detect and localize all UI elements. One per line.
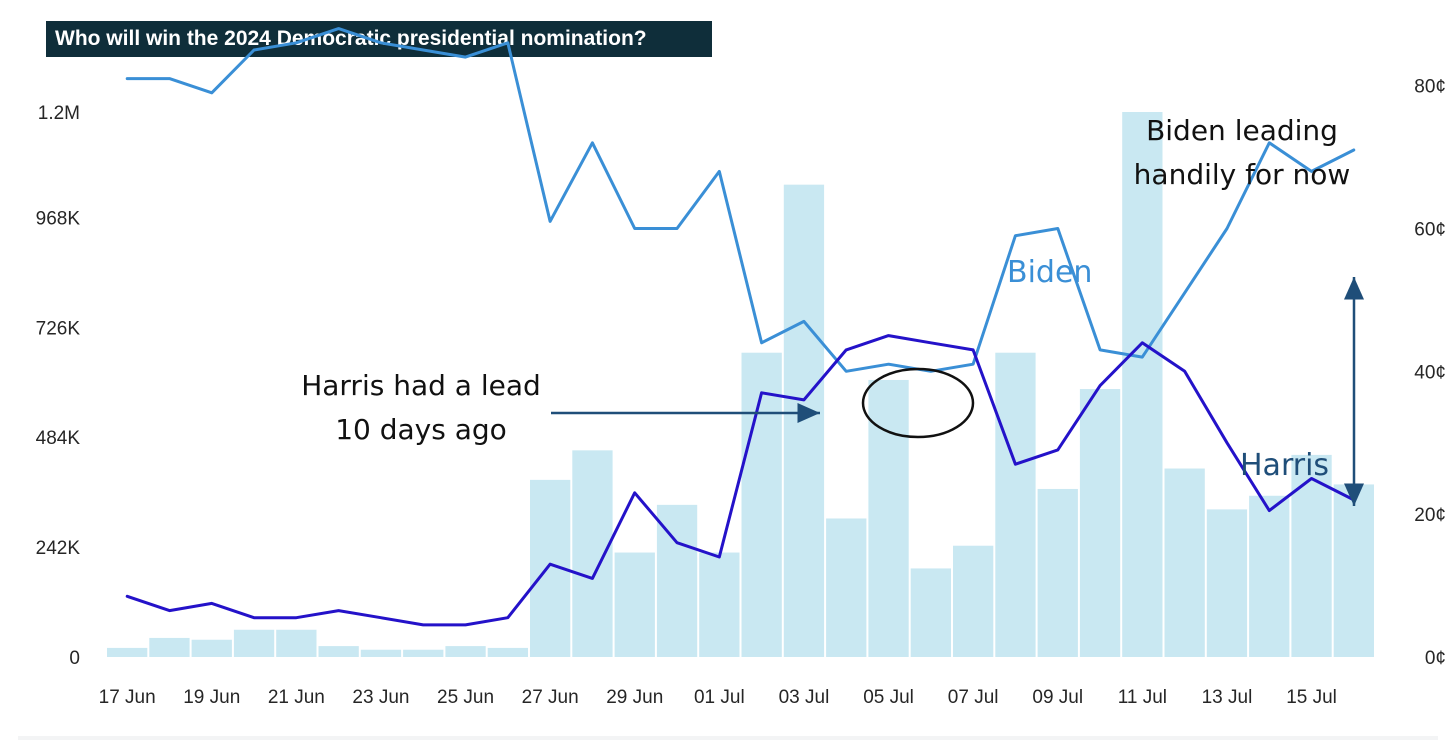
x-tick-label: 21 Jun — [268, 687, 325, 708]
annotation-biden-leading-line1: Biden leading — [1146, 114, 1338, 147]
left-tick-label: 1.2M — [38, 103, 80, 124]
right-tick-label: 20¢ — [1414, 505, 1446, 526]
volume-bar — [656, 504, 698, 657]
volume-bar — [1079, 389, 1121, 657]
right-tick-label: 60¢ — [1414, 220, 1446, 241]
series-label-harris: Harris — [1240, 448, 1329, 483]
x-axis: 17 Jun 19 Jun 21 Jun 23 Jun 25 Jun 27 Jun 29 J… — [99, 687, 1337, 708]
x-tick-label: 01 Jul — [694, 687, 745, 708]
volume-bar — [699, 552, 740, 657]
volume-bar — [614, 552, 655, 657]
volume-bar — [276, 629, 317, 657]
x-tick-label: 27 Jun — [522, 687, 579, 708]
volume-bar — [868, 379, 909, 657]
x-tick-label: 23 Jun — [352, 687, 409, 708]
volume-bar — [783, 184, 825, 657]
right-tick-label: 80¢ — [1414, 77, 1446, 98]
volume-bar — [403, 649, 444, 657]
volume-bar — [995, 352, 1036, 657]
right-axis: 0¢ 20¢ 40¢ 60¢ 80¢ — [1414, 77, 1446, 669]
x-tick-label: 11 Jul — [1118, 687, 1167, 708]
volume-bar — [107, 647, 148, 657]
volume-bar — [360, 649, 402, 657]
series-label-biden: Biden — [1007, 255, 1092, 290]
left-tick-label: 484K — [36, 428, 81, 449]
x-tick-label: 25 Jun — [437, 687, 494, 708]
volume-bar — [1122, 112, 1163, 657]
volume-bar — [953, 545, 994, 657]
x-tick-label: 17 Jun — [99, 687, 156, 708]
annotation-lead-circle — [861, 367, 975, 439]
right-tick-label: 40¢ — [1414, 362, 1446, 383]
x-tick-label: 07 Jul — [948, 687, 999, 708]
x-tick-label: 13 Jul — [1202, 687, 1253, 708]
x-tick-label: 09 Jul — [1032, 687, 1083, 708]
annotation-biden-leading-line2: handily for now — [1134, 158, 1351, 191]
volume-bar — [1037, 488, 1078, 657]
volume-bar — [572, 450, 613, 657]
volume-bar — [487, 647, 528, 657]
price-lines — [125, 27, 1356, 627]
volume-bar — [741, 352, 782, 657]
x-tick-label: 03 Jul — [779, 687, 830, 708]
left-tick-label: 968K — [36, 208, 81, 229]
volume-bar — [445, 646, 486, 657]
volume-bar — [910, 568, 951, 657]
volume-bar — [1206, 509, 1248, 657]
volume-bar — [233, 629, 275, 657]
x-tick-label: 05 Jul — [863, 687, 914, 708]
annotation-biden-leading: Biden leading handily for now — [1134, 114, 1364, 506]
series-line-biden — [125, 27, 1356, 373]
annotation-harris-lead-line2: 10 days ago — [335, 413, 507, 446]
chart-title: Who will win the 2024 Democratic preside… — [46, 21, 712, 57]
volume-bars — [107, 112, 1374, 657]
x-tick-label: 29 Jun — [606, 687, 663, 708]
left-tick-label: 726K — [36, 318, 81, 339]
bottom-divider — [18, 736, 1438, 740]
volume-bar — [1333, 484, 1374, 657]
volume-bar — [149, 637, 190, 657]
x-tick-label: 19 Jun — [183, 687, 240, 708]
annotation-harris-lead: Harris had a lead 10 days ago — [301, 367, 975, 446]
right-tick-label: 0¢ — [1425, 648, 1446, 669]
x-tick-label: 15 Jul — [1286, 687, 1337, 708]
series-line-harris — [125, 334, 1356, 627]
volume-bar — [191, 639, 232, 657]
annotation-harris-lead-line1: Harris had a lead — [301, 369, 541, 402]
volume-bar — [1164, 468, 1205, 657]
volume-bar — [826, 518, 867, 657]
left-tick-label: 242K — [36, 538, 81, 559]
left-tick-label: 0 — [69, 648, 80, 669]
volume-bar — [1249, 495, 1290, 657]
left-axis: 0 242K 484K 726K 968K 1.2M — [36, 103, 81, 669]
volume-bar — [318, 646, 359, 657]
